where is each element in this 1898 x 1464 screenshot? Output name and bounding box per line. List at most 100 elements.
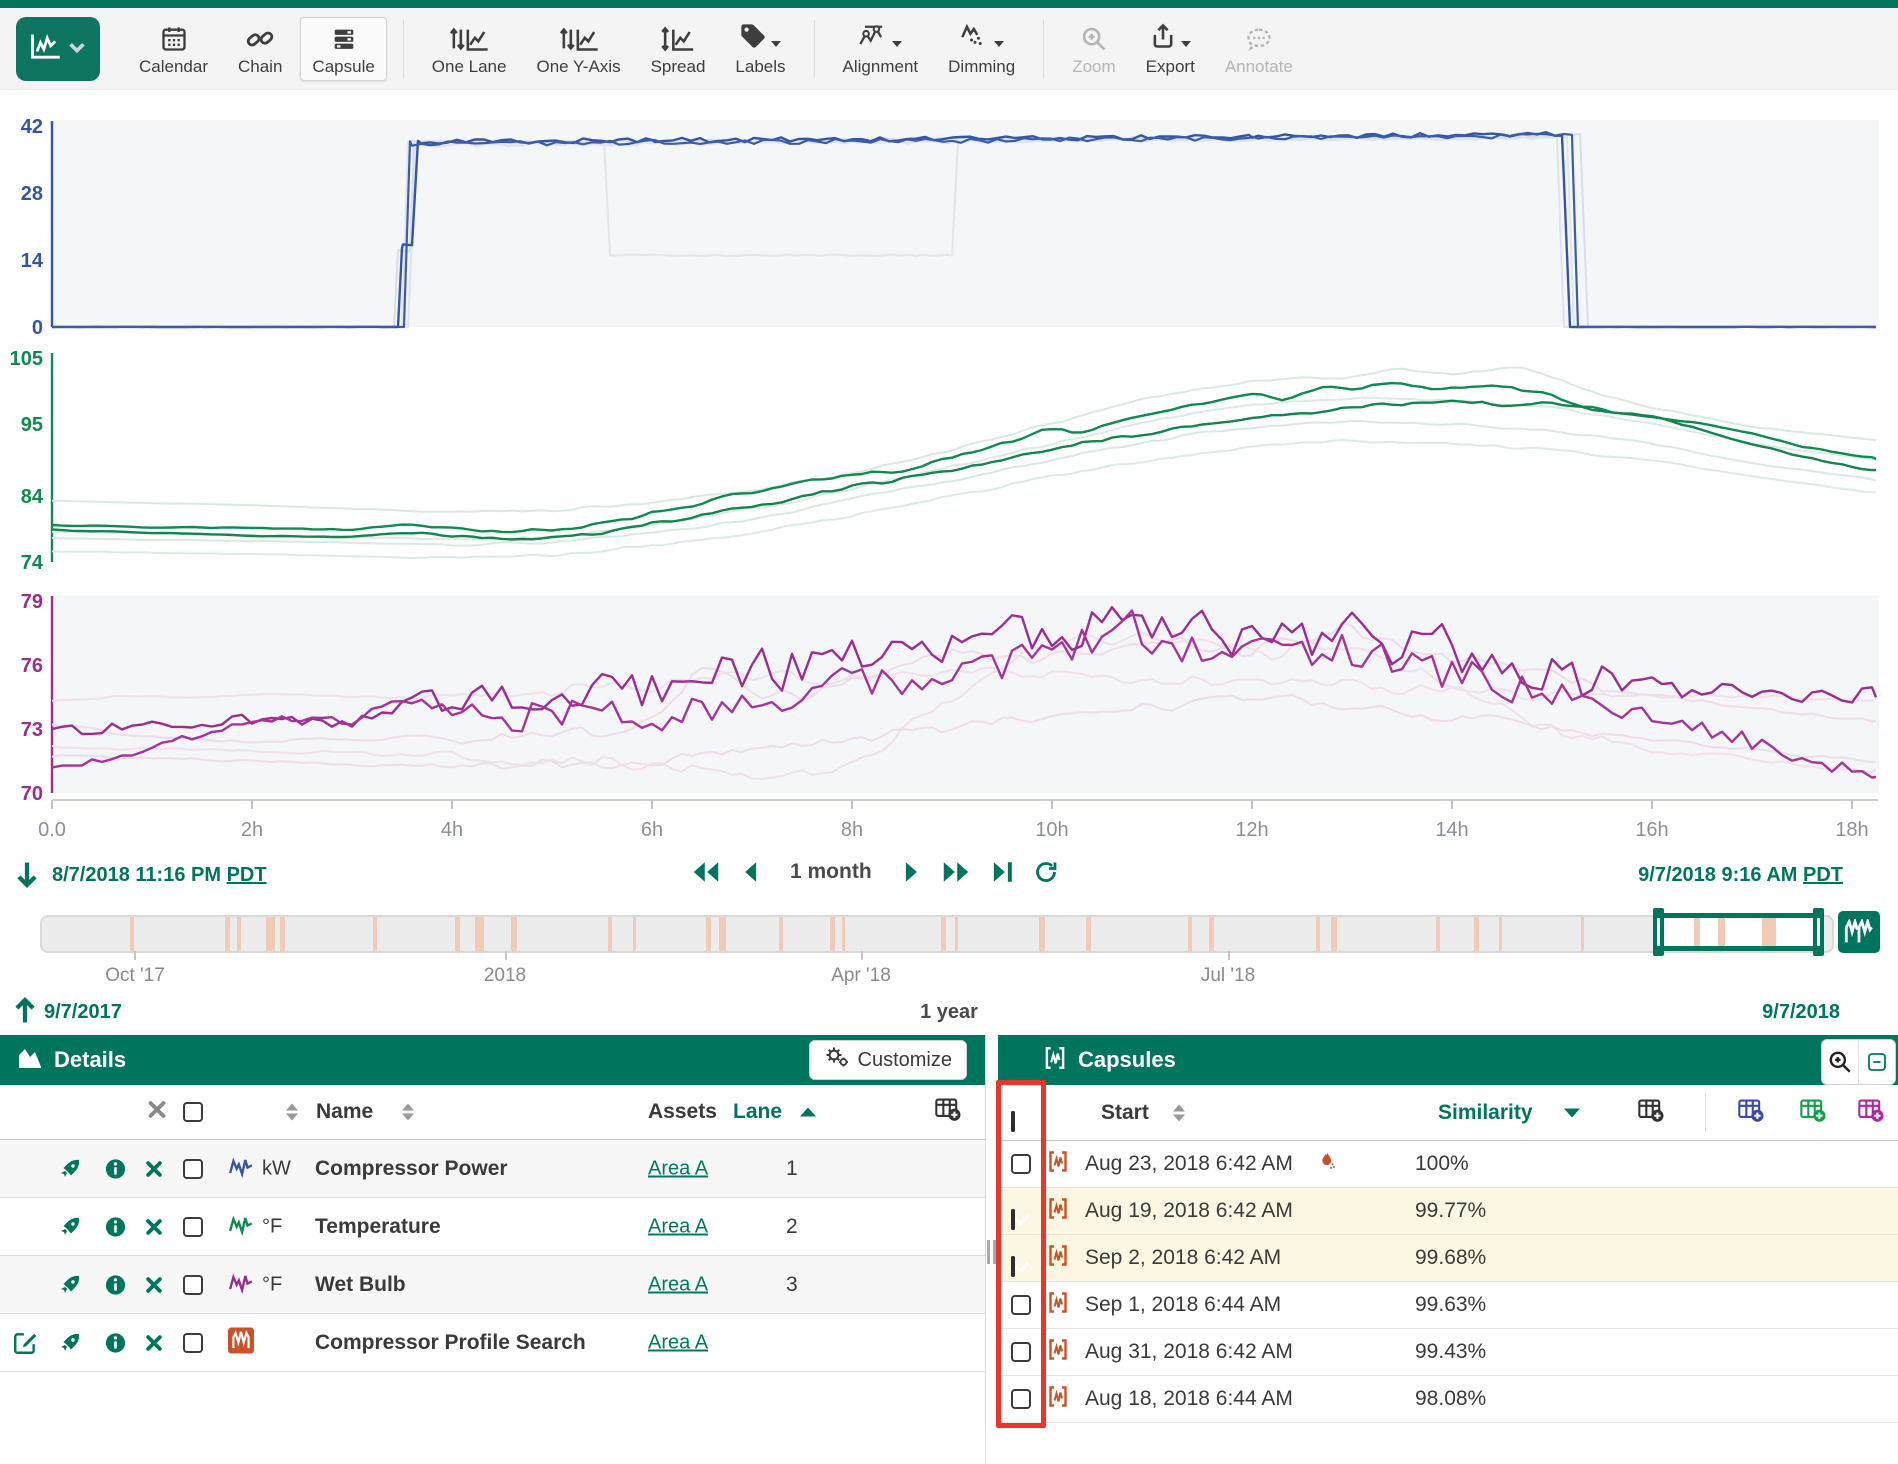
brush-body[interactable] — [1664, 913, 1813, 951]
details-column-lane[interactable]: Lane — [733, 1100, 783, 1123]
toolbar-spread-button[interactable]: Spread — [639, 17, 718, 81]
details-row-compressor-profile-search[interactable]: Compressor Profile Search Area A — [0, 1314, 985, 1372]
refresh-button[interactable] — [1034, 860, 1058, 884]
display-range-start[interactable]: 8/7/2018 11:16 PM PDT — [52, 864, 267, 887]
capsule-row[interactable]: Sep 1, 2018 6:44 AM 99.63% — [998, 1282, 1898, 1329]
signal-name[interactable]: Wet Bulb — [315, 1272, 406, 1296]
condition-name[interactable]: Compressor Profile Search — [315, 1330, 586, 1354]
asset-link[interactable]: Area A — [648, 1273, 709, 1295]
trend-chart[interactable]: 0.0 2h 4h 6h 8h 10h 12h 14h 16h 18h 42 28 14 0 105 95 84… — [0, 90, 1898, 850]
info-icon[interactable] — [104, 1215, 127, 1238]
display-range-start-datetime[interactable]: 8/7/2018 11:16 PM — [52, 864, 222, 886]
sort-icon[interactable] — [1173, 1104, 1185, 1121]
rocket-investigate-icon[interactable] — [58, 1157, 82, 1181]
rocket-investigate-icon[interactable] — [58, 1273, 82, 1297]
timeline-tickmark — [861, 951, 863, 960]
signal-name[interactable]: Temperature — [315, 1214, 441, 1238]
details-row-wet-bulb[interactable]: °F Wet Bulb Area A 3 — [0, 1256, 985, 1314]
investigate-end-date[interactable]: 9/7/2018 — [1762, 1001, 1840, 1023]
toolbar-export-button[interactable]: Export — [1134, 17, 1207, 81]
select-all-capsules-checkbox[interactable] — [1011, 1110, 1015, 1132]
remove-all-icon[interactable] — [146, 1099, 168, 1126]
similarity-sort-descending-icon[interactable] — [1564, 1108, 1580, 1117]
capsules-column-start[interactable]: Start — [1101, 1100, 1149, 1124]
investigate-start-date[interactable]: 9/7/2017 — [44, 1001, 122, 1023]
asset-link[interactable]: Area A — [648, 1331, 709, 1353]
toolbar-one-lane-button[interactable]: One Lane — [420, 17, 519, 81]
row-checkbox[interactable] — [183, 1158, 203, 1179]
remove-icon[interactable] — [144, 1159, 164, 1179]
capsule-row[interactable]: Sep 2, 2018 6:42 AM 99.68% — [998, 1235, 1898, 1282]
worksheet-view-dropdown-button[interactable] — [16, 16, 100, 81]
row-checkbox[interactable] — [183, 1274, 203, 1295]
sort-icon[interactable] — [402, 1103, 414, 1121]
add-signal-column-magenta-icon[interactable] — [1856, 1096, 1886, 1129]
display-range-end-timezone[interactable]: PDT — [1803, 864, 1843, 886]
step-to-end-button[interactable] — [992, 861, 1014, 883]
add-column-icon[interactable] — [933, 1096, 963, 1129]
asset-link[interactable]: Area A — [648, 1215, 709, 1237]
display-range-end-datetime[interactable]: 9/7/2018 9:16 AM — [1638, 864, 1798, 886]
toolbar-alignment-button[interactable]: Alignment — [831, 17, 931, 81]
panel-resize-grip[interactable] — [987, 1240, 996, 1264]
add-signal-column-blue-icon[interactable] — [1736, 1096, 1766, 1129]
zoom-to-selected-capsules-icon[interactable] — [1822, 1040, 1858, 1084]
display-range-end[interactable]: 9/7/2018 9:16 AM PDT — [1638, 864, 1843, 887]
details-column-assets[interactable]: Assets — [648, 1100, 717, 1123]
lane-sort-ascending-icon[interactable] — [800, 1107, 816, 1117]
collapse-panel-icon[interactable] — [1858, 1040, 1895, 1084]
capsule-checkbox[interactable] — [1011, 1295, 1031, 1315]
capsule-row[interactable]: Aug 23, 2018 6:42 AM 100% — [998, 1141, 1898, 1188]
capsule-checkbox[interactable] — [1011, 1209, 1015, 1230]
toolbar-labels-button[interactable]: Labels — [723, 17, 797, 81]
timeline-selection-brush[interactable] — [1653, 908, 1824, 956]
row-checkbox[interactable] — [183, 1216, 203, 1237]
display-range-duration[interactable]: 1 month — [790, 860, 872, 883]
details-column-name[interactable]: Name — [316, 1100, 374, 1123]
info-icon[interactable] — [104, 1157, 127, 1180]
capsule-checkbox[interactable] — [1011, 1389, 1031, 1409]
add-column-icon[interactable] — [1636, 1096, 1666, 1129]
sort-icon[interactable] — [286, 1103, 298, 1121]
customize-button[interactable]: Customize — [808, 1040, 967, 1080]
timeline-capsule-stripe — [1085, 917, 1091, 951]
toolbar-dimming-button[interactable]: Dimming — [936, 17, 1027, 81]
row-checkbox[interactable] — [183, 1332, 203, 1353]
rocket-investigate-icon[interactable] — [58, 1331, 82, 1355]
step-back-fast-button[interactable] — [690, 861, 722, 883]
edit-pencil-icon[interactable] — [12, 1330, 38, 1356]
capsule-checkbox[interactable] — [1011, 1256, 1015, 1277]
capsule-checkbox[interactable] — [1011, 1154, 1031, 1174]
step-forward-button[interactable] — [904, 861, 920, 883]
step-forward-fast-button[interactable] — [940, 861, 972, 883]
timeline-capsule-bar[interactable] — [40, 915, 1834, 953]
svg-text:76: 76 — [21, 655, 43, 677]
remove-icon[interactable] — [144, 1217, 164, 1237]
brush-left-handle[interactable] — [1653, 908, 1664, 956]
display-range-start-timezone[interactable]: PDT — [226, 864, 267, 886]
zoom-to-capsules-button[interactable] — [1838, 911, 1880, 953]
toolbar-one-y-axis-button[interactable]: One Y-Axis — [524, 17, 632, 81]
add-signal-column-green-icon[interactable] — [1798, 1096, 1828, 1129]
info-icon[interactable] — [104, 1273, 127, 1296]
toolbar-chain-button[interactable]: Chain — [226, 17, 294, 81]
select-all-checkbox[interactable] — [183, 1102, 203, 1122]
capsule-row[interactable]: Aug 19, 2018 6:42 AM 99.77% — [998, 1188, 1898, 1235]
details-row-compressor-power[interactable]: kW Compressor Power Area A 1 — [0, 1140, 985, 1198]
remove-icon[interactable] — [144, 1333, 164, 1353]
capsule-row[interactable]: Aug 31, 2018 6:42 AM 99.43% — [998, 1329, 1898, 1376]
toolbar-capsule-button[interactable]: Capsule — [300, 16, 387, 81]
step-back-button[interactable] — [742, 861, 758, 883]
rocket-investigate-icon[interactable] — [58, 1215, 82, 1239]
toolbar-calendar-button[interactable]: Calendar — [127, 17, 220, 81]
details-row-temperature[interactable]: °F Temperature Area A 2 — [0, 1198, 985, 1256]
capsule-checkbox[interactable] — [1011, 1342, 1031, 1362]
info-icon[interactable] — [104, 1331, 127, 1354]
brush-right-handle[interactable] — [1813, 908, 1824, 956]
asset-link[interactable]: Area A — [648, 1157, 709, 1179]
capsule-row[interactable]: Aug 18, 2018 6:44 AM 98.08% — [998, 1376, 1898, 1423]
capsules-column-similarity[interactable]: Similarity — [1438, 1100, 1533, 1124]
signal-name[interactable]: Compressor Power — [315, 1156, 508, 1180]
remove-icon[interactable] — [144, 1275, 164, 1295]
investigate-duration[interactable]: 1 year — [920, 1001, 978, 1023]
